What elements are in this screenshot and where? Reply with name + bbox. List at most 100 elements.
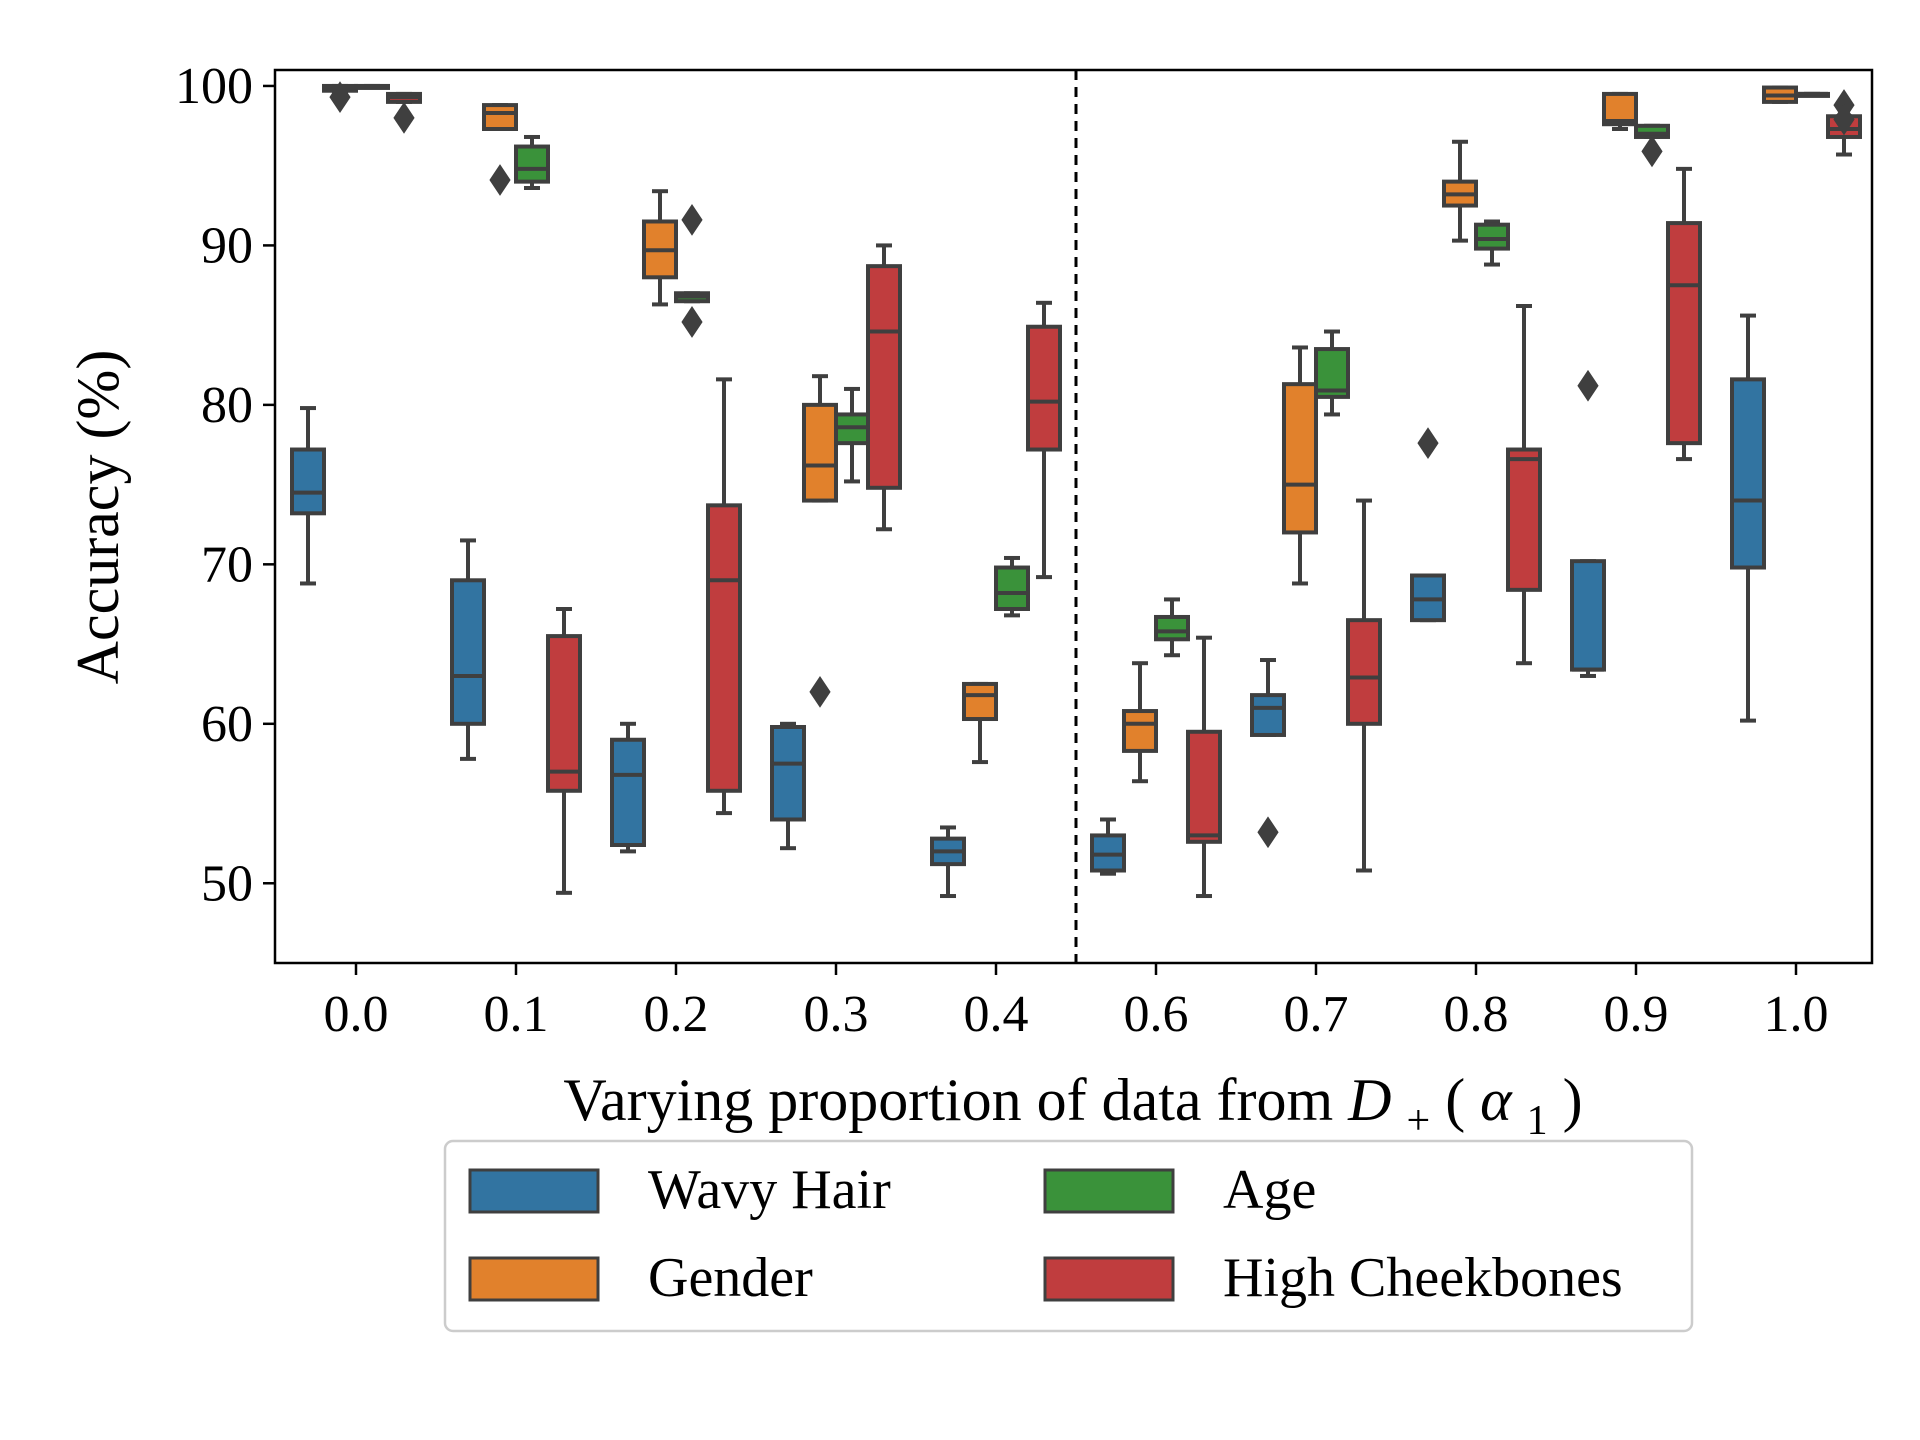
x-tick-label: 1.0 [1764,986,1829,1043]
x-axis-label-close-paren: ) [1563,1067,1583,1133]
box-group [1826,89,1862,157]
box-group [706,377,742,816]
box-group [1250,658,1286,849]
box-group [994,555,1030,618]
box [1346,618,1382,726]
outlier-point [329,81,351,114]
legend-label: High Cheekbones [1223,1247,1623,1309]
box [450,578,486,726]
box [1186,729,1222,844]
box-group [354,83,390,90]
box-group [1762,85,1798,104]
legend-item: High Cheekbones [1043,1247,1623,1309]
outlier-point [681,306,703,338]
box [1250,693,1286,737]
x-tick-label: 0.0 [324,986,389,1043]
x-tick-label: 0.7 [1284,986,1349,1043]
legend: Wavy Hair Gender Age High Cheekbones [443,1139,1694,1333]
box-group [930,825,966,899]
box [482,103,518,132]
box [866,264,902,490]
box-group [450,538,486,761]
outlier-point [681,203,703,236]
box-group [1506,304,1542,666]
y-tick-label: 80 [201,377,253,434]
y-tick-label: 90 [201,217,253,274]
box-group [610,721,646,854]
x-tick-label: 0.3 [804,986,869,1043]
box [1026,324,1062,452]
box [706,503,742,793]
box-group [1666,166,1702,462]
y-tick-label: 50 [201,855,253,912]
box [1122,709,1158,753]
box-group [642,189,678,307]
box-group [1410,427,1446,623]
legend-item: Age [1043,1159,1316,1221]
box-group [290,406,326,586]
legend-items: Wavy Hair Gender Age High Cheekbones [468,1159,1623,1309]
box-group [1474,219,1510,267]
legend-item: Wavy Hair [468,1159,891,1221]
x-tick-label: 0.1 [484,986,549,1043]
box-group [1634,123,1670,168]
box-group [1314,329,1350,417]
box [1282,382,1318,535]
box-group [1282,345,1318,586]
y-tick-label: 100 [175,58,253,115]
legend-swatch [1043,1256,1175,1302]
box-group [386,91,422,134]
box-group [482,103,518,196]
x-axis-label-param-sub: 1 [1527,1098,1548,1144]
box-group [1570,369,1606,678]
x-tick-label: 0.9 [1604,986,1669,1043]
box-group [1026,300,1062,580]
box [1506,447,1542,592]
box [770,724,806,822]
box-group [1442,139,1478,243]
box [962,681,998,722]
outlier-point [1641,135,1663,168]
outlier-point [393,101,415,134]
box-group [1186,635,1222,899]
box-group [1122,661,1158,784]
box-group [546,606,582,895]
y-tick-label: 60 [201,696,253,753]
outlier-point [1417,427,1439,460]
box-group [514,134,550,191]
plot-frame [273,68,1874,965]
x-axis-label-text: Varying proportion of data from [563,1067,1333,1133]
boxes-layer [290,81,1862,899]
box [546,634,582,793]
box-group [962,681,998,765]
legend-label: Gender [648,1247,813,1309]
x-axis-label-symbol-sub: + [1407,1098,1431,1144]
legend-swatch [468,1168,600,1214]
outlier-point [1257,816,1279,849]
plot-area [275,70,1872,963]
outlier-point [1833,103,1855,136]
box [514,144,550,184]
outlier-point [809,676,831,708]
box [1154,614,1190,642]
box-group [770,721,806,851]
box-group [1794,91,1830,98]
x-axis: 0.0 0.1 0.2 0.3 0.4 0.6 0.7 0.8 0.9 1.0 [324,963,1829,1043]
box-group [1602,91,1638,132]
box-group [866,243,902,532]
outlier-point [1577,369,1599,402]
y-axis-label: Accuracy (%) [65,350,131,685]
box [1666,221,1702,446]
x-axis-label: Varying proportion of data from D + ( α … [563,1067,1582,1147]
box [1570,559,1606,672]
x-axis-label-open-paren: ( [1445,1067,1465,1133]
x-tick-label: 0.6 [1124,986,1189,1043]
y-tick-label: 70 [201,536,253,593]
x-tick-label: 0.8 [1444,986,1509,1043]
legend-swatch [1043,1168,1175,1214]
box-group [1154,597,1190,658]
box [290,447,326,516]
box-group [1730,313,1766,723]
outlier-point [489,164,511,196]
